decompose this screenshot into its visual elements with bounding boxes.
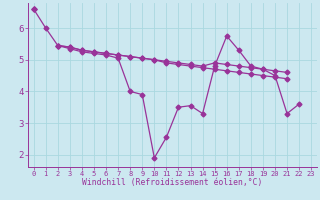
X-axis label: Windchill (Refroidissement éolien,°C): Windchill (Refroidissement éolien,°C) [82,178,263,187]
